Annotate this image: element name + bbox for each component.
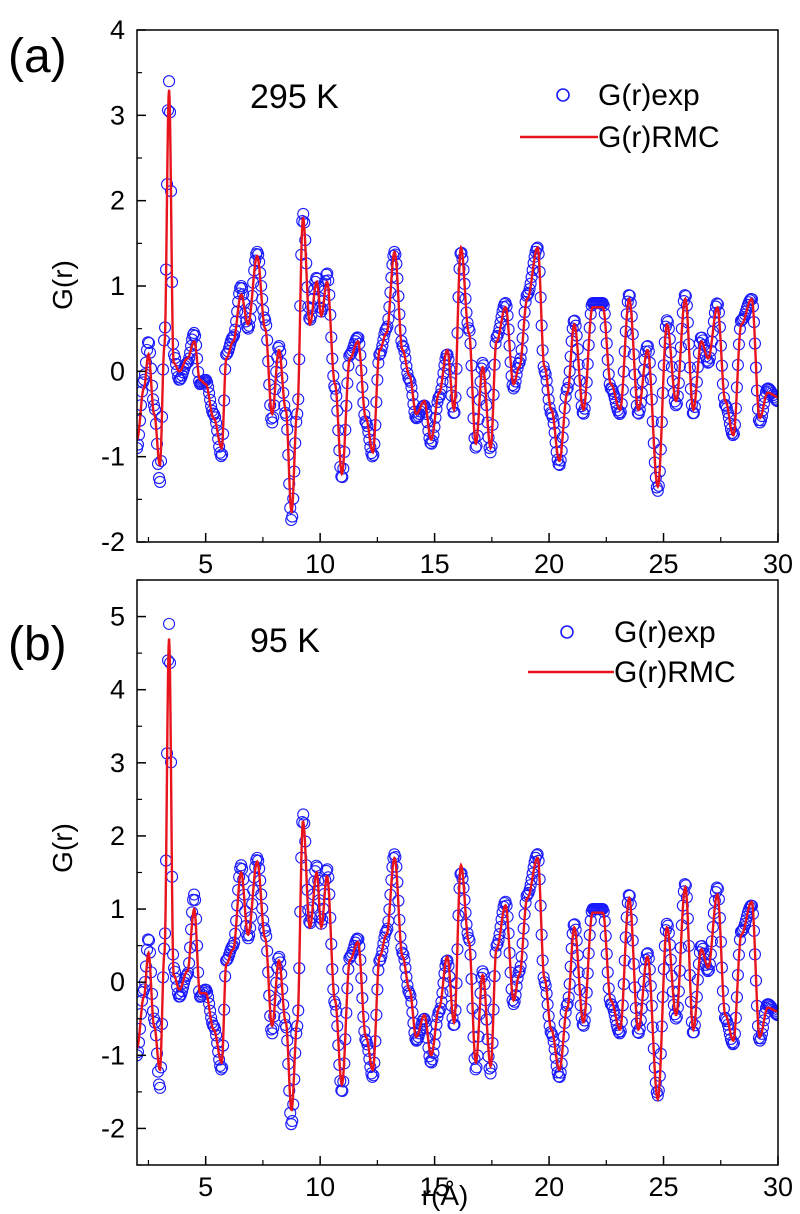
exp-point: [310, 859, 323, 872]
y-tick-label: 5: [110, 602, 125, 632]
series-rmc-line: [137, 89, 778, 514]
panel-a-temperature: 295 K: [250, 78, 339, 116]
exp-point: [771, 1009, 778, 1022]
y-tick-label: -1: [101, 1040, 125, 1070]
legend-exp-label: G(r)exp: [598, 79, 700, 112]
series-exp: [137, 617, 778, 1131]
exp-point: [141, 933, 155, 946]
panel-b-xlabel: r(Å): [422, 1180, 469, 1211]
y-tick-label: -1: [101, 442, 125, 472]
y-tick-label: -2: [101, 527, 125, 557]
x-tick-label: 20: [534, 1172, 564, 1202]
exp-point: [767, 390, 778, 404]
y-tick-label: 0: [110, 967, 125, 997]
legend-rmc-label: G(r)RMC: [614, 656, 736, 689]
exp-point: [377, 333, 390, 346]
exp-point: [174, 990, 187, 1003]
panel-b-plot: [137, 617, 778, 1131]
exp-point: [553, 1070, 566, 1084]
panel-b-ticks: 5 10 15 20 25 30 -2 -1 0 1 2 3 4 5: [101, 579, 793, 1202]
panel-a-ylabel: G(r): [47, 260, 78, 310]
y-tick-label: 1: [110, 894, 125, 924]
x-tick-label: 5: [198, 1172, 213, 1202]
y-tick-label: 4: [110, 675, 125, 705]
exp-point: [297, 808, 310, 821]
exp-point: [163, 75, 176, 88]
x-tick-label: 25: [649, 549, 679, 579]
exp-point: [768, 392, 778, 405]
exp-point: [236, 282, 249, 295]
exp-point: [441, 954, 454, 967]
legend-exp-marker: [560, 625, 574, 639]
exp-point: [742, 296, 756, 309]
exp-point: [710, 881, 723, 894]
x-tick-label: 15: [420, 1172, 450, 1202]
exp-point: [767, 1005, 778, 1018]
exp-point: [366, 1070, 379, 1083]
exp-point: [266, 1027, 279, 1040]
panel-b-ylabel: G(r): [47, 823, 78, 873]
exp-point: [215, 1063, 228, 1076]
x-tick-label: 10: [305, 1172, 335, 1202]
exp-point: [196, 376, 209, 389]
exp-point: [215, 450, 228, 463]
exp-point: [152, 472, 166, 485]
exp-point: [140, 343, 154, 357]
panel-b: (b) 95 K G(r) 5 10 15 20 25 30 -2 -1 0 1 2 3 4 5 r(Å)…: [8, 579, 793, 1211]
exp-point: [769, 393, 778, 407]
exp-point: [189, 893, 202, 907]
y-tick-label: -2: [101, 1113, 125, 1143]
legend-exp-marker: [556, 88, 570, 102]
series-rmc-line: [137, 638, 778, 1112]
panel-a-plot: [137, 75, 778, 527]
x-tick-label: 10: [305, 549, 335, 579]
exp-point: [142, 336, 156, 350]
exp-point: [142, 934, 156, 947]
exp-point: [153, 1081, 167, 1094]
legend-rmc-label: G(r)RMC: [598, 121, 720, 154]
exp-point: [188, 888, 201, 901]
panel-a-legend: G(r)exp G(r)RMC: [520, 79, 720, 154]
exp-point: [163, 617, 176, 630]
y-tick-label: 1: [110, 271, 125, 301]
y-tick-label: 2: [110, 821, 125, 851]
exp-point: [286, 1114, 299, 1128]
exp-point: [321, 863, 334, 876]
legend-exp-label: G(r)exp: [614, 616, 716, 649]
x-tick-label: 25: [649, 1172, 679, 1202]
y-tick-label: 4: [110, 15, 125, 45]
panel-b-legend: G(r)exp G(r)RMC: [528, 616, 736, 689]
y-tick-label: 3: [110, 100, 125, 130]
panel-a: (a) 295 K G(r) 5 10 15 20 25 30 -2 -1 0 1 2 3 4 G(r)…: [8, 15, 793, 579]
exp-point: [768, 1006, 778, 1019]
exp-point: [743, 294, 757, 307]
exp-point: [266, 416, 279, 429]
x-tick-label: 30: [763, 1172, 793, 1202]
panel-b-temperature: 95 K: [250, 622, 320, 660]
x-tick-label: 15: [420, 549, 450, 579]
y-tick-label: 3: [110, 748, 125, 778]
x-tick-label: 5: [198, 549, 213, 579]
panel-a-ticks: 5 10 15 20 25 30 -2 -1 0 1 2 3 4: [101, 15, 793, 579]
x-tick-label: 20: [534, 549, 564, 579]
exp-point: [153, 475, 167, 488]
exp-point: [469, 1063, 482, 1076]
exp-point: [771, 395, 778, 408]
panel-b-label: (b): [8, 618, 67, 671]
y-tick-label: 0: [110, 356, 125, 386]
y-tick-label: 2: [110, 186, 125, 216]
exp-point: [320, 268, 333, 281]
x-tick-label: 30: [763, 549, 793, 579]
panel-a-label: (a): [8, 30, 67, 83]
exp-point: [530, 242, 543, 255]
exp-point: [321, 267, 334, 280]
exp-point: [769, 1008, 778, 1021]
